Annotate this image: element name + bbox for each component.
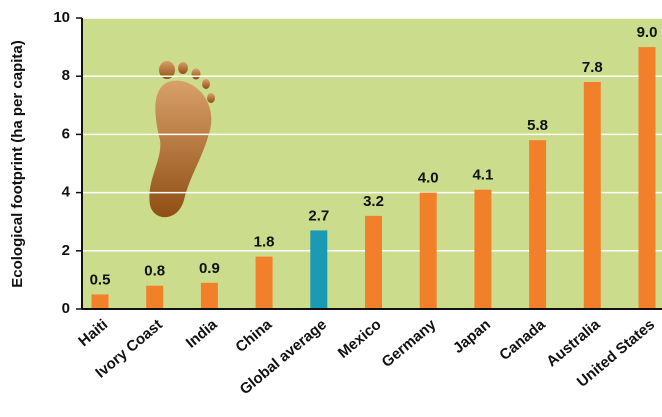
bar: [200, 282, 218, 309]
bar: [146, 285, 164, 309]
value-label: 0.5: [90, 271, 111, 288]
bar: [365, 215, 382, 309]
bar: [310, 230, 328, 309]
bar: [583, 82, 601, 310]
bar: [419, 192, 437, 309]
value-label: 4.1: [472, 167, 493, 184]
x-tick-label: Mexico: [335, 316, 385, 362]
bar: [474, 189, 492, 309]
x-tick-label: China: [232, 316, 275, 356]
value-label: 0.9: [199, 260, 220, 277]
x-tick-label: Japan: [450, 316, 494, 357]
x-tick-label: Haiti: [75, 316, 111, 350]
x-tick-label: Germany: [379, 316, 440, 371]
bar: [255, 256, 273, 309]
y-axis-label: Ecological footprint (ha per capita): [9, 40, 26, 288]
bar: [529, 140, 547, 309]
y-tick-label: 4: [62, 184, 71, 201]
value-label: 5.8: [527, 117, 548, 134]
value-label: 1.8: [254, 234, 275, 251]
foot-icon: [149, 61, 215, 218]
value-label: 0.8: [144, 263, 165, 280]
bar: [638, 47, 656, 309]
y-tick-label: 10: [53, 9, 70, 26]
value-label: 3.2: [363, 193, 384, 210]
y-tick-label: 8: [62, 67, 70, 84]
x-tick-label: India: [183, 316, 221, 352]
value-label: 4.0: [418, 170, 439, 187]
value-label: 9.0: [637, 24, 658, 41]
y-tick-label: 2: [62, 242, 70, 259]
y-tick-label: 0: [62, 300, 70, 317]
x-tick-label: Canada: [496, 316, 549, 364]
y-tick-label: 6: [62, 125, 70, 142]
value-label: 7.8: [582, 59, 603, 76]
value-label: 2.7: [308, 207, 329, 224]
bar: [91, 294, 109, 309]
